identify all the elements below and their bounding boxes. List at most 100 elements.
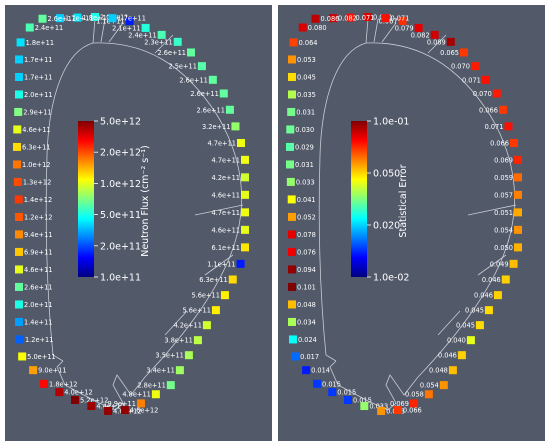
tally-label: 0.080 (308, 24, 327, 32)
tally-label: 0.029 (295, 143, 314, 151)
tally-label: 0.066 (479, 106, 498, 114)
tally-marker (286, 125, 295, 134)
tally-marker (104, 406, 113, 415)
tally-marker (15, 300, 23, 309)
flux-tally-points: 2.0e+111.8e+111.7e+112.6e+112.4e+111.8e+… (13, 13, 249, 415)
colorbar-tick-label: 1.0e+12 (100, 179, 141, 190)
tally-label: 0.017 (300, 353, 319, 361)
tally-label: 2.6e+11 (48, 15, 76, 23)
tally-label: 1.8e+11 (26, 39, 54, 47)
tally-marker (241, 155, 249, 164)
tally-marker (241, 173, 249, 182)
tally-marker (470, 62, 479, 71)
tally-marker (136, 399, 145, 408)
tally-label: 0.070 (473, 90, 492, 98)
tally-label: 6.3e+11 (22, 143, 50, 151)
tally-label: 9.4e+11 (24, 231, 52, 239)
tally-label: 4.6e+11 (212, 191, 240, 199)
tally-marker (15, 212, 23, 221)
colorbar-gradient (78, 121, 94, 277)
tally-label: 4.8e+11 (122, 391, 150, 399)
tally-label: 1.1e+11 (207, 260, 235, 268)
tally-marker (457, 351, 466, 360)
tally-label: 0.034 (297, 318, 316, 326)
tally-marker (288, 90, 296, 99)
tally-label: 0.066 (403, 407, 422, 415)
tally-marker (446, 37, 455, 46)
neutron-flux-panel: 2.0e+111.8e+111.7e+112.6e+112.4e+111.8e+… (5, 5, 272, 441)
tally-marker (481, 75, 490, 84)
tally-marker (15, 247, 23, 256)
neutron-flux-plot: 2.0e+111.8e+111.7e+112.6e+112.4e+111.8e+… (13, 13, 249, 415)
tally-marker (504, 122, 513, 131)
tally-marker (509, 138, 518, 147)
tally-marker (236, 138, 245, 147)
tally-marker (225, 105, 234, 114)
tally-marker (125, 16, 134, 25)
tally-marker (514, 173, 522, 182)
tally-marker (393, 406, 402, 415)
tally-marker (329, 14, 338, 23)
tally-marker (498, 105, 507, 114)
tally-label: 0.031 (295, 161, 314, 169)
tally-label: 4.7e+11 (212, 209, 240, 217)
tally-marker (70, 395, 79, 404)
tally-label: 2.4e+11 (35, 24, 63, 32)
tally-marker (466, 336, 475, 345)
statistical-error-plot: 0.0800.0710.0820.0860.0800.0640.0530.045… (286, 13, 522, 415)
tally-marker (202, 321, 211, 330)
tally-marker (286, 177, 295, 186)
tally-marker (108, 14, 117, 23)
tally-label: 0.048 (429, 367, 448, 375)
tally-marker (173, 37, 182, 46)
tally-label: 0.064 (299, 39, 318, 47)
tally-marker (287, 107, 296, 116)
tally-label: 0.050 (494, 244, 513, 252)
tally-marker (141, 23, 150, 32)
tally-label: 0.045 (465, 307, 484, 315)
tally-label: 1.2e+12 (24, 213, 52, 221)
tally-label: 0.082 (411, 31, 430, 39)
tally-label: 0.033 (296, 178, 315, 186)
tally-marker (16, 38, 25, 47)
colorbar-gradient (351, 121, 367, 277)
tally-label: 6.3e+11 (199, 276, 227, 284)
tally-marker (241, 243, 249, 252)
tally-label: 1.8e+11 (83, 14, 111, 22)
tally-marker (13, 160, 21, 169)
tally-label: 1.3e+12 (23, 178, 51, 186)
colorbar-tick-label: 1.0e-02 (373, 273, 409, 284)
tally-marker (15, 317, 23, 326)
tally-label: 0.031 (296, 108, 315, 116)
tally-marker (15, 230, 23, 239)
tally-label: 0.066 (490, 139, 509, 147)
tally-marker (241, 190, 249, 199)
tally-marker (328, 388, 337, 397)
tally-marker (91, 13, 99, 21)
tally-marker (18, 352, 27, 361)
tally-label: 5.6e+11 (182, 307, 210, 315)
colorbar-tick-label: 1.0e-01 (373, 117, 409, 128)
tally-marker (288, 247, 296, 256)
tally-label: 2.1e+11 (112, 24, 140, 32)
tally-marker (15, 90, 23, 99)
tally-label: 1.7e+11 (24, 73, 52, 81)
tally-marker (313, 379, 322, 388)
statistical-error-panel: 0.0800.0710.0820.0860.0800.0640.0530.045… (278, 5, 545, 441)
tally-marker (501, 275, 510, 284)
tally-marker (40, 379, 49, 388)
tally-marker (288, 230, 296, 239)
error-tally-points: 0.0800.0710.0820.0860.0800.0640.0530.045… (286, 13, 522, 415)
tally-label: 0.033 (369, 403, 388, 411)
tally-label: 4.4e+12 (96, 403, 124, 411)
tally-label: 0.052 (297, 213, 316, 221)
tally-marker (514, 243, 522, 252)
tally-label: 0.078 (297, 231, 316, 239)
tally-marker (157, 30, 166, 39)
tally-label: 0.015 (353, 396, 372, 404)
tally-label: 4.0e+12 (64, 389, 92, 397)
tally-label: 1.7e+11 (24, 56, 52, 64)
colorbar-tick-label: 5.0e+12 (100, 117, 141, 128)
tally-marker (38, 14, 47, 23)
tally-label: 0.015 (322, 380, 341, 388)
